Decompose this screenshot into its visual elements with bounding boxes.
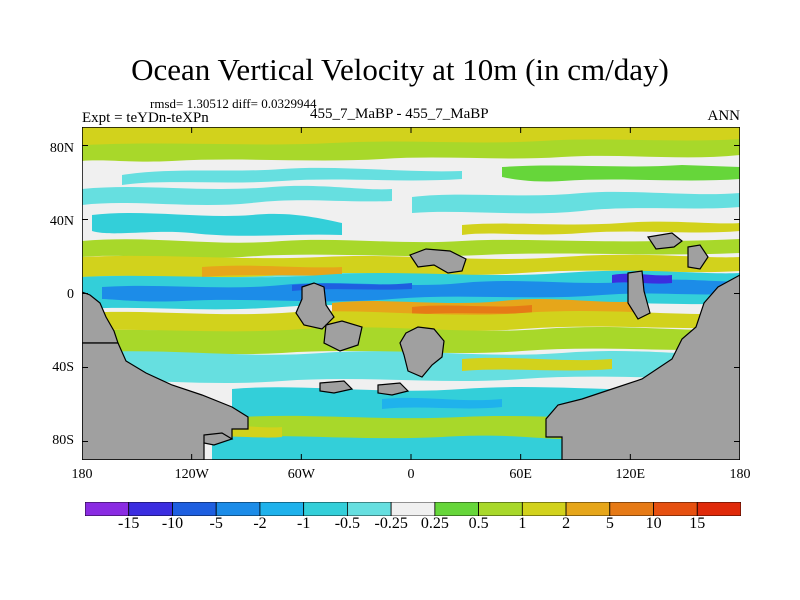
- field-streak-cyan-2: [412, 191, 740, 214]
- colorbar-swatch: [521, 502, 567, 516]
- colorbar-label: 0.25: [420, 515, 449, 532]
- experiment-label: Expt = teYDn-teXPn: [82, 110, 209, 126]
- land-south-tip: [203, 432, 234, 446]
- colorbar-swatch: [609, 502, 654, 516]
- land-island-atlantic-1: [295, 282, 335, 330]
- field-band-cyan-so2: [382, 397, 502, 409]
- stats-label: rmsd= 1.30512 diff= 0.0329944: [150, 96, 317, 111]
- colorbar-swatch: [259, 502, 305, 516]
- axis-ticks: [82, 127, 740, 460]
- field-streak-yellow-1: [462, 221, 740, 235]
- land-island-atlantic-2: [323, 320, 363, 352]
- field-band-yellow-south: [82, 311, 740, 333]
- field-streak-cyan-1: [82, 185, 392, 205]
- colorbar-swatch: [653, 502, 698, 516]
- lon-label-180e: 180: [729, 467, 751, 482]
- field-streak-green-1: [82, 239, 740, 259]
- field-patch-green-arctic: [502, 165, 740, 182]
- colorbar-swatch: [434, 502, 480, 516]
- land-north-cape: [409, 248, 467, 274]
- colorbar: [85, 502, 741, 516]
- land-pacific-island: [687, 244, 709, 270]
- colorbar-swatch: [565, 502, 611, 516]
- colorbar-swatch: [303, 502, 348, 516]
- colorbar-label: 5: [605, 515, 614, 532]
- lon-label-60w: 60W: [287, 467, 315, 482]
- colorbar-swatch: [390, 502, 436, 516]
- colorbar-label: 1: [518, 515, 527, 532]
- land-southern-island: [319, 380, 354, 394]
- map-plot: [82, 127, 740, 460]
- lon-label-0: 0: [407, 467, 415, 482]
- chart-title: Ocean Vertical Velocity at 10m (in cm/da…: [131, 52, 669, 87]
- colorbar-label: -2: [253, 515, 267, 532]
- field-band-orange-subtrop: [202, 265, 342, 277]
- colorbar-label: 15: [689, 515, 706, 532]
- lat-label-80n: 80N: [49, 141, 74, 156]
- colorbar-swatch: [346, 502, 392, 516]
- lat-label-40s: 40S: [52, 360, 74, 375]
- colorbar-label: 0.5: [468, 515, 489, 532]
- colorbar-label: -0.5: [334, 515, 361, 532]
- land-masses: [82, 232, 740, 460]
- colorbar-swatch: [128, 502, 173, 516]
- lat-label-0: 0: [67, 287, 74, 302]
- lon-label-60e: 60E: [509, 467, 532, 482]
- colorbar-swatch: [696, 502, 741, 516]
- lon-label-180w: 180: [71, 467, 93, 482]
- season-label: ANN: [707, 108, 741, 124]
- lon-label-120w: 120W: [174, 467, 209, 482]
- land-southern-island-2: [377, 382, 410, 396]
- colorbar-label: -5: [209, 515, 223, 532]
- colorbar-label: -15: [118, 515, 140, 532]
- colorbar-label: -10: [161, 515, 184, 532]
- land-africa: [399, 326, 445, 378]
- colorbar-label: -0.25: [374, 515, 408, 532]
- colorbar-swatch: [478, 502, 523, 516]
- colorbar-swatch: [85, 502, 130, 516]
- land-antarctica-east: [545, 274, 740, 460]
- colorbar-label: 10: [645, 515, 662, 532]
- field-band-cyan-antarctic: [212, 435, 562, 460]
- colorbar-label: -1: [297, 515, 311, 532]
- field-band-yellow-north: [82, 127, 740, 145]
- field-band-blue-equator: [102, 279, 740, 302]
- lon-label-120e: 120E: [615, 467, 646, 482]
- colorbar-label: 2: [562, 515, 571, 532]
- field-band-yellow-so: [462, 357, 612, 371]
- field-patch-cyan-arctic: [122, 167, 462, 185]
- colorbar-swatch: [215, 502, 261, 516]
- land-indonesia: [627, 270, 651, 320]
- field-streak-blue-1: [92, 213, 342, 236]
- comparison-label: 455_7_MaBP - 455_7_MaBP: [310, 106, 489, 122]
- lat-label-80s: 80S: [52, 433, 74, 448]
- lat-label-40n: 40N: [49, 214, 74, 229]
- colorbar-swatch: [172, 502, 217, 516]
- land-australia: [646, 232, 683, 250]
- field-band-red-equator: [412, 305, 532, 315]
